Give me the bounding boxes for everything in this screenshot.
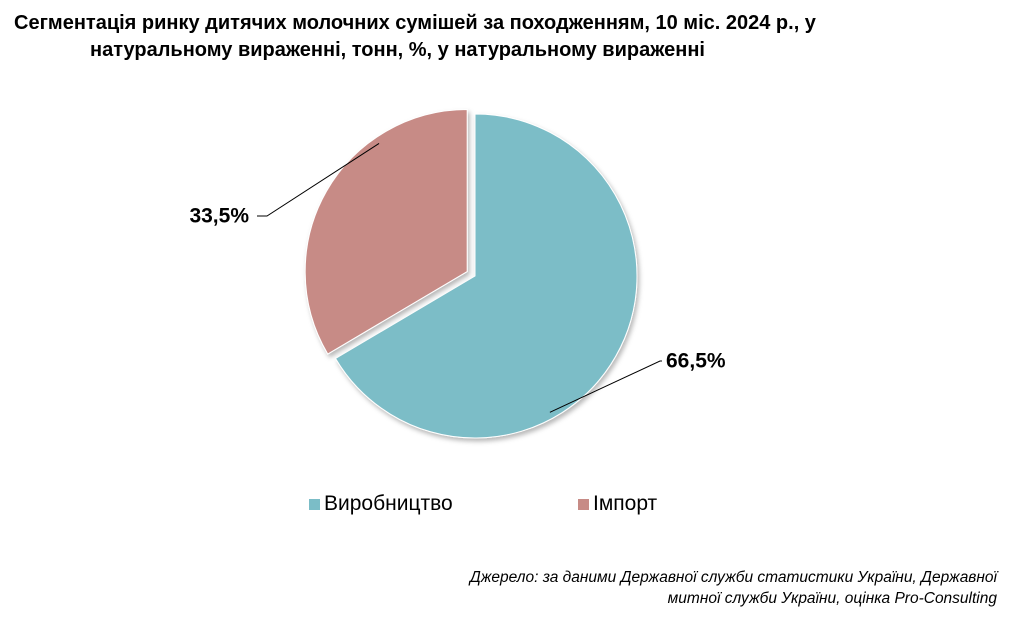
- chart-title-line-1: Сегментація ринку дитячих молочних суміш…: [14, 12, 816, 34]
- pie-slice-vyrobnytstvo: [334, 113, 638, 439]
- legend-item-vyrobnytstvo: Виробництво: [309, 492, 453, 516]
- chart-legend: Виробництво Імпорт: [0, 492, 1023, 520]
- legend-swatch-import: [578, 498, 589, 510]
- pie-data-labels: 66,5% 33,5%: [189, 142, 726, 413]
- legend-label-vyrobnytstvo: Виробництво: [324, 492, 453, 515]
- leader-line-vyrobnytstvo: [549, 360, 662, 413]
- source-note-line-1: Джерело: за даними Державної служби стат…: [469, 569, 997, 586]
- legend-item-import: Імпорт: [578, 492, 657, 516]
- source-note: Джерело: за даними Державної служби стат…: [470, 567, 997, 609]
- legend-label-import: Імпорт: [593, 492, 658, 515]
- pie-slices: [304, 109, 638, 439]
- data-label-vyrobnytstvo: 66,5%: [666, 350, 726, 373]
- chart-title-line-2: натуральному вираженні, тонн, %, у натур…: [90, 39, 705, 61]
- data-label-import: 33,5%: [189, 205, 249, 228]
- source-note-line-2: митної служби України, оцінка Pro-Consul…: [667, 590, 997, 607]
- leader-line-import: [257, 142, 380, 217]
- legend-swatch-vyrobnytstvo: [309, 498, 320, 510]
- chart-title: Сегментація ринку дитячих молочних суміш…: [14, 10, 1014, 64]
- pie-slice-import: [304, 109, 468, 355]
